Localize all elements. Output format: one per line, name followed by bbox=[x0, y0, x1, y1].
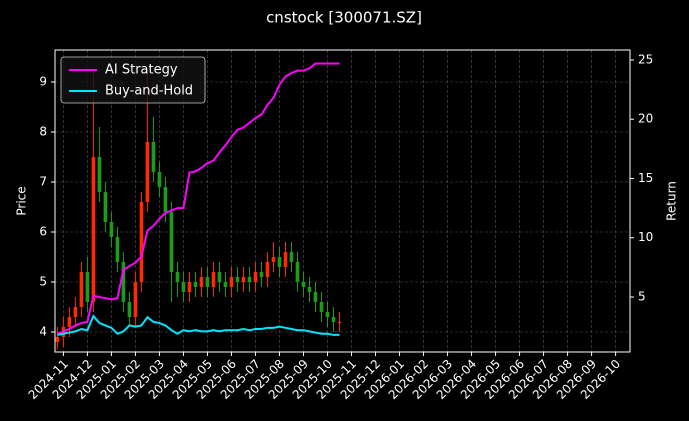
series-line bbox=[57, 314, 340, 336]
candle-body bbox=[271, 257, 276, 262]
candle-body bbox=[91, 157, 96, 302]
legend-label: AI Strategy bbox=[105, 63, 178, 78]
candle-body bbox=[199, 277, 204, 287]
candle-body bbox=[301, 282, 306, 287]
candle-body bbox=[97, 157, 102, 192]
candle-body bbox=[145, 142, 150, 202]
y2-tick-label: 15 bbox=[638, 171, 653, 185]
y2-axis-label: Return bbox=[665, 181, 679, 221]
candle-body bbox=[229, 277, 234, 287]
chart-title: cnstock [300071.SZ] bbox=[266, 9, 422, 27]
candle-body bbox=[337, 322, 342, 323]
candle-body bbox=[133, 282, 138, 317]
candle-body bbox=[205, 277, 210, 287]
candle-body bbox=[277, 257, 282, 267]
legend-label: Buy-and-Hold bbox=[105, 84, 193, 99]
y2-tick-label: 5 bbox=[638, 290, 646, 304]
y2-tick-label: 10 bbox=[638, 230, 653, 244]
candle-body bbox=[79, 272, 84, 307]
y2-tick-label: 20 bbox=[638, 112, 653, 126]
candle-body bbox=[307, 287, 312, 292]
candle-body bbox=[187, 282, 192, 292]
y-tick-label: 9 bbox=[39, 75, 47, 89]
candle-body bbox=[253, 272, 258, 282]
candle-body bbox=[55, 337, 60, 342]
candle-body bbox=[325, 312, 330, 317]
candle-body bbox=[331, 317, 336, 322]
candle-body bbox=[259, 272, 264, 277]
candle-body bbox=[313, 292, 318, 302]
candle-body bbox=[295, 262, 300, 282]
candle-body bbox=[247, 277, 252, 282]
y-tick-label: 5 bbox=[39, 275, 47, 289]
candle-body bbox=[115, 237, 120, 262]
candle-body bbox=[223, 282, 228, 287]
candle-body bbox=[157, 172, 162, 187]
candle-body bbox=[139, 202, 144, 282]
candle-body bbox=[235, 277, 240, 282]
candle-body bbox=[163, 187, 168, 212]
candle-body bbox=[67, 317, 72, 327]
candle-body bbox=[169, 212, 174, 272]
series-line bbox=[57, 62, 340, 335]
candle-body bbox=[151, 142, 156, 172]
candle-body bbox=[217, 272, 222, 282]
y-tick-label: 4 bbox=[39, 325, 47, 339]
y-tick-label: 6 bbox=[39, 225, 47, 239]
candle-body bbox=[73, 307, 78, 317]
plot-frame bbox=[54, 49, 631, 353]
candle-body bbox=[211, 272, 216, 287]
candle-body bbox=[319, 302, 324, 312]
candle-body bbox=[85, 272, 90, 302]
y-tick-label: 8 bbox=[39, 125, 47, 139]
candle-body bbox=[241, 277, 246, 282]
candle-body bbox=[127, 302, 132, 317]
candle-body bbox=[181, 282, 186, 292]
candle-body bbox=[283, 252, 288, 267]
candle-body bbox=[121, 262, 126, 302]
y2-tick-label: 25 bbox=[638, 52, 653, 66]
candle-body bbox=[265, 262, 270, 277]
candle-body bbox=[175, 272, 180, 282]
y-tick-label: 7 bbox=[39, 175, 47, 189]
y-axis-label: Price bbox=[15, 186, 29, 215]
candle-body bbox=[289, 252, 294, 262]
candle-body bbox=[193, 282, 198, 287]
candle-body bbox=[109, 222, 114, 237]
candle-body bbox=[103, 192, 108, 222]
